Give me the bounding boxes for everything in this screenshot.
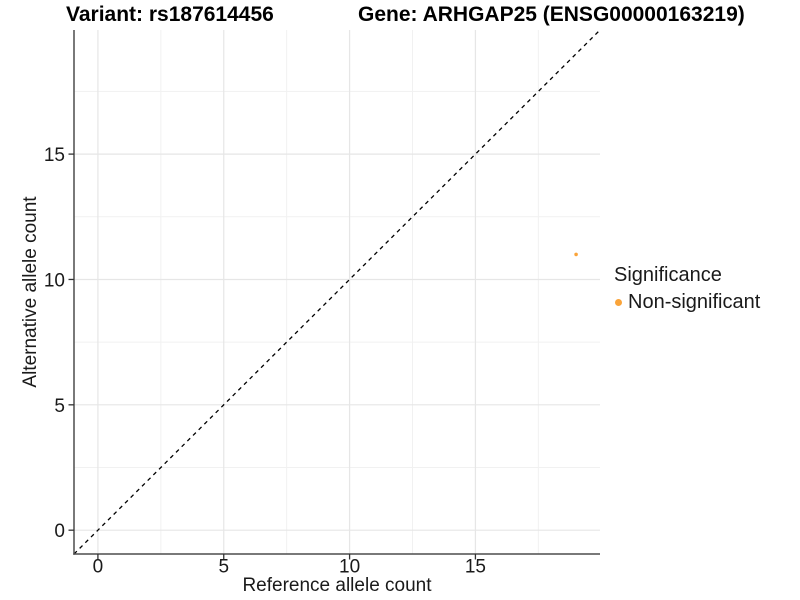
y-tick-label: 10 — [44, 270, 65, 291]
y-tick-label: 0 — [54, 521, 65, 542]
legend-title: Significance — [614, 264, 722, 286]
plot-title-variant: Variant: rs187614456 — [66, 3, 274, 26]
data-point — [574, 252, 578, 257]
plot-title-gene: Gene: ARHGAP25 (ENSG00000163219) — [358, 3, 745, 26]
x-tick-label: 10 — [339, 557, 360, 578]
x-tick-label: 5 — [218, 557, 229, 578]
legend-item-label: Non-significant — [628, 291, 761, 313]
x-tick-label: 15 — [465, 557, 486, 578]
y-tick-label: 5 — [54, 396, 65, 417]
y-axis-label: Alternative allele count — [20, 196, 41, 388]
legend-item: Non-significant — [612, 291, 760, 314]
x-tick-label: 0 — [93, 557, 104, 578]
legend-point-swatch — [615, 299, 622, 306]
y-tick-label: 15 — [44, 145, 65, 166]
legend: Significance Non-significant — [612, 264, 760, 314]
x-axis-label: Reference allele count — [242, 575, 432, 596]
identity-dashed-line — [73, 29, 601, 555]
